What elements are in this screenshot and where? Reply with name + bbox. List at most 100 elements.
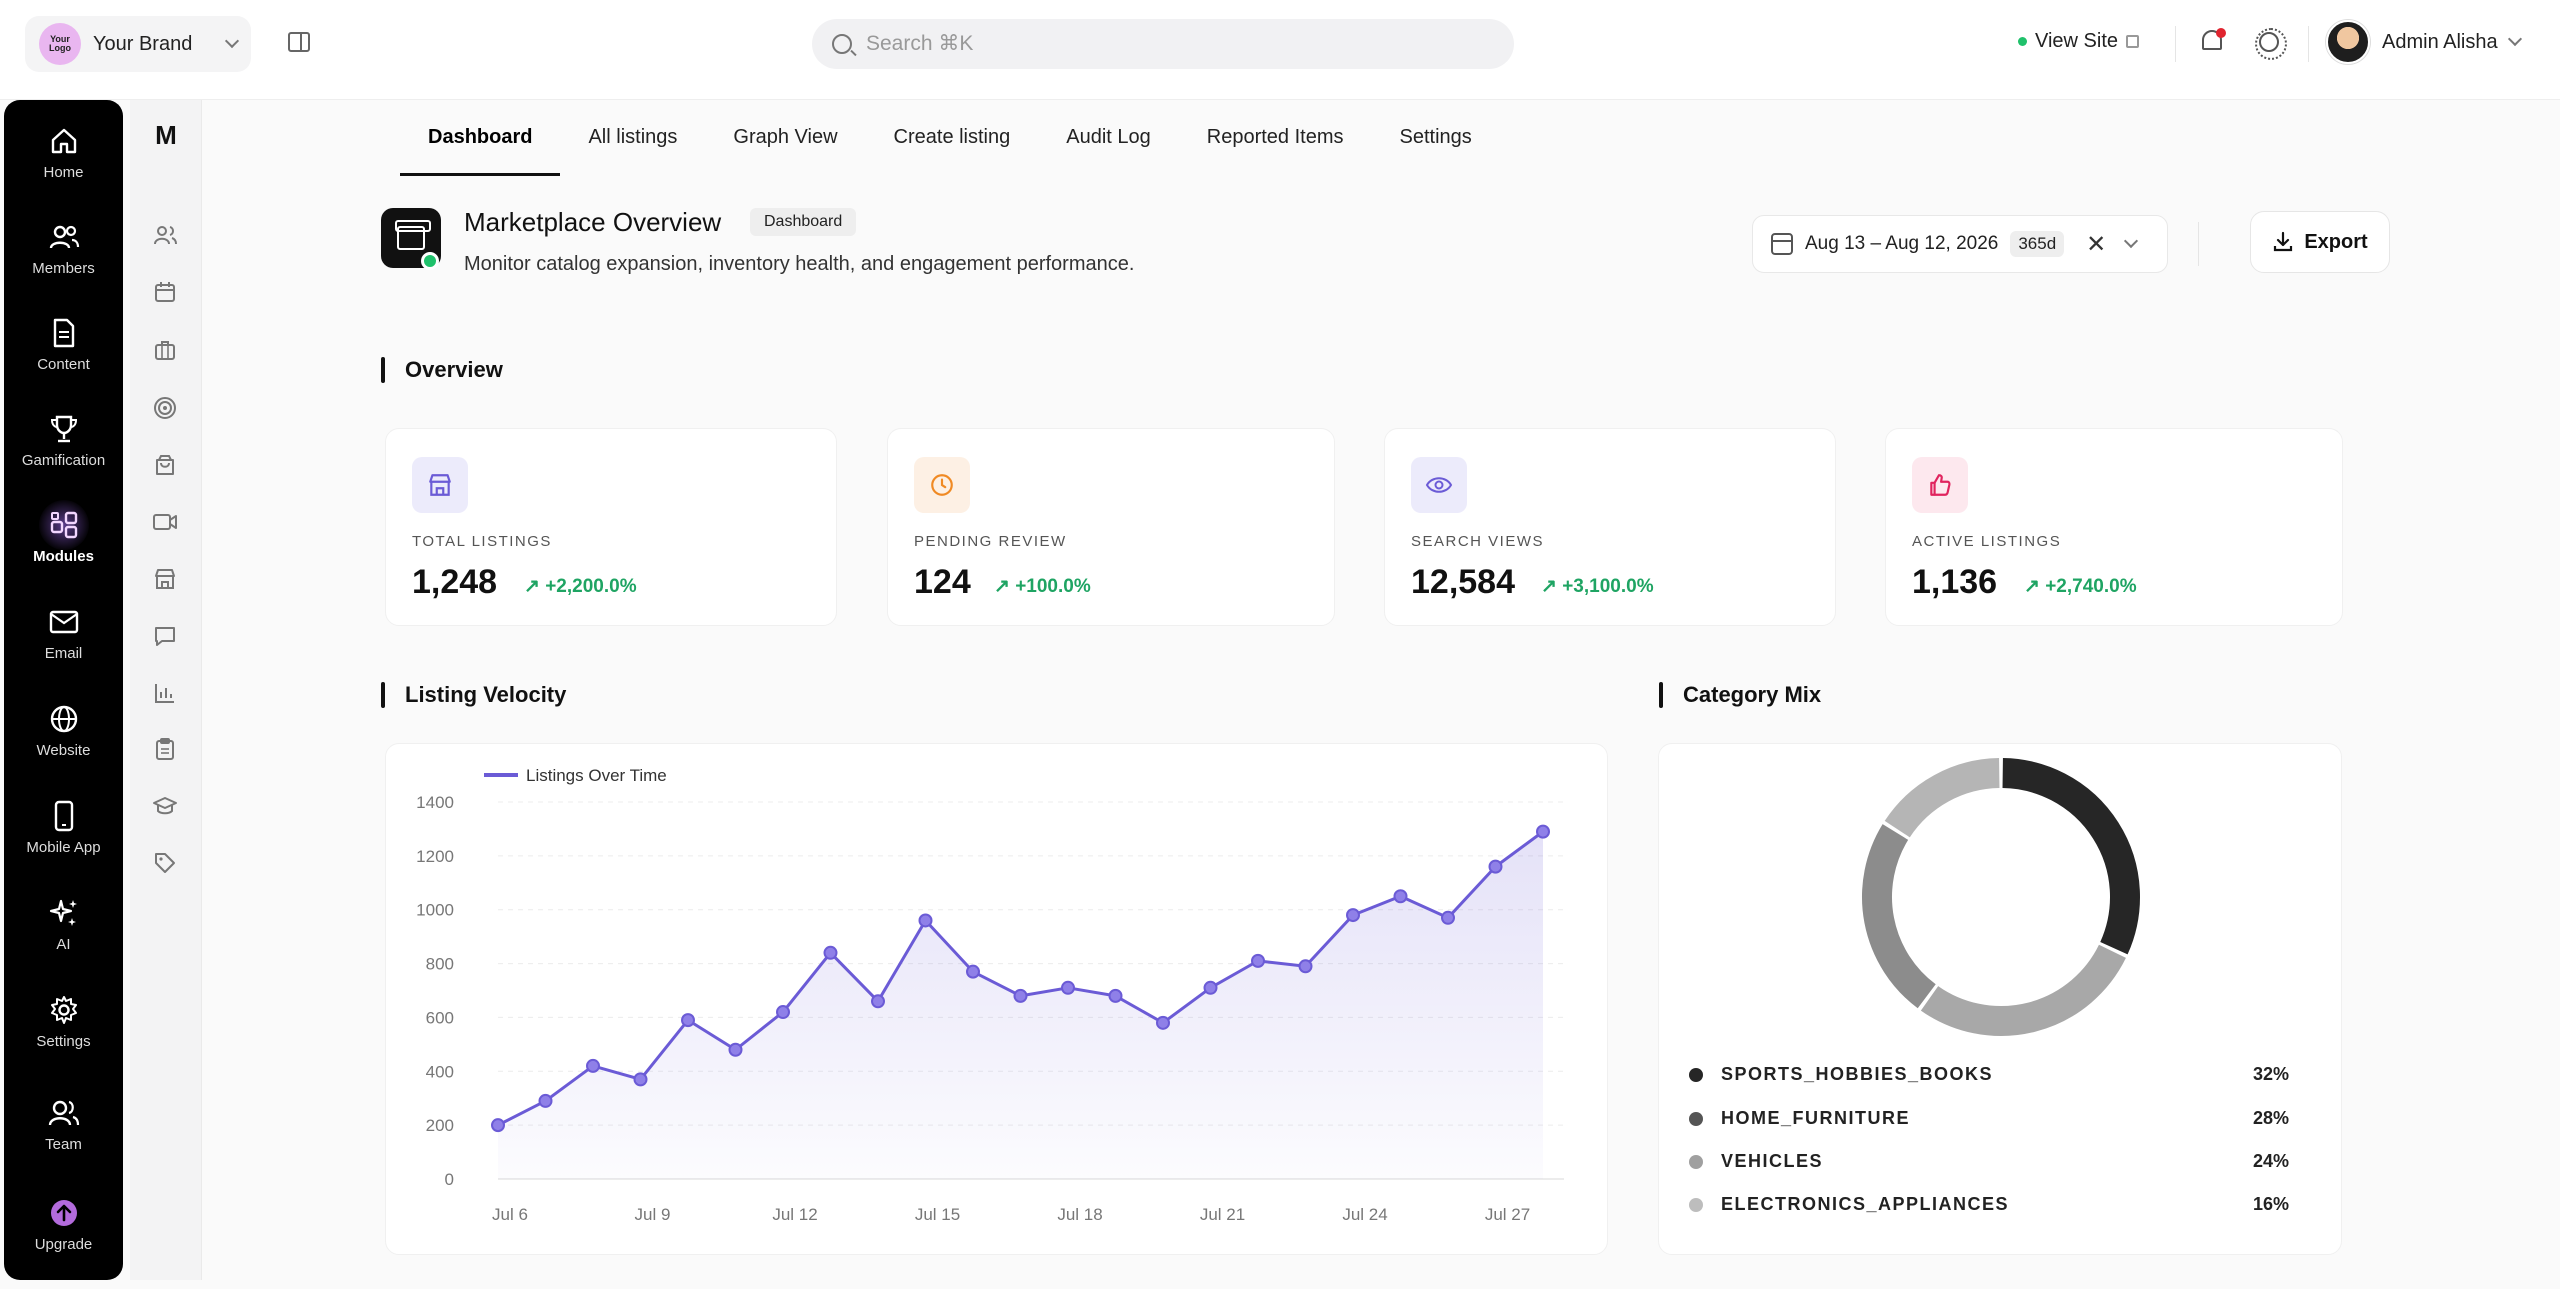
bar-chart-icon[interactable] xyxy=(152,680,178,706)
chevron-down-icon xyxy=(224,33,240,49)
donut-slice[interactable] xyxy=(2002,758,2140,955)
data-point[interactable] xyxy=(1488,859,1503,874)
target-icon[interactable] xyxy=(152,395,178,421)
legend-label: VEHICLES xyxy=(1721,1151,1824,1171)
store-icon xyxy=(412,457,468,513)
tab-settings[interactable]: Settings xyxy=(1399,126,1472,148)
divider xyxy=(2308,26,2309,62)
search-bar[interactable] xyxy=(812,19,1514,69)
stat-label: PENDING REVIEW xyxy=(914,533,1067,550)
data-point[interactable] xyxy=(681,1013,695,1028)
data-point[interactable] xyxy=(871,994,885,1009)
sidebar-item-settings[interactable]: Settings xyxy=(4,993,123,1050)
y-tick-label: 1400 xyxy=(416,793,454,812)
phone-icon xyxy=(47,799,81,833)
sidebar-item-upgrade[interactable]: Upgrade xyxy=(4,1196,123,1253)
data-point[interactable] xyxy=(538,1093,553,1108)
date-range-picker[interactable]: Aug 13 – Aug 12, 2026 365d ✕ xyxy=(1752,215,2168,273)
divider xyxy=(2175,26,2176,62)
clipboard-icon[interactable] xyxy=(152,736,178,762)
user-menu[interactable]: Admin Alisha xyxy=(2326,20,2522,64)
tab-graph-view[interactable]: Graph View xyxy=(733,126,838,148)
legend-label: ELECTRONICS_APPLIANCES xyxy=(1721,1194,2010,1214)
sidebar-item-modules[interactable]: Modules xyxy=(4,500,123,565)
x-tick-label: Jul 12 xyxy=(772,1205,817,1224)
data-point[interactable] xyxy=(823,945,838,960)
sidebar-item-content[interactable]: Content xyxy=(4,316,123,373)
data-point[interactable] xyxy=(491,1118,505,1133)
data-point[interactable] xyxy=(1108,988,1123,1003)
tab-create-listing[interactable]: Create listing xyxy=(893,126,1011,148)
sidebar-item-members[interactable]: Members xyxy=(4,220,123,277)
video-icon[interactable] xyxy=(152,509,178,535)
sidebar-toggle-icon[interactable] xyxy=(288,32,310,52)
donut-slice[interactable] xyxy=(1862,824,1937,1009)
data-point[interactable] xyxy=(1441,910,1455,925)
module-rail: M xyxy=(130,100,202,1280)
section-overview: Overview xyxy=(381,357,503,383)
data-point[interactable] xyxy=(966,964,980,979)
stat-delta-value: +2,740.0% xyxy=(2045,576,2137,597)
search-input[interactable] xyxy=(866,32,1466,56)
bag-icon[interactable] xyxy=(152,452,178,478)
legend-swatch xyxy=(1689,1154,1703,1169)
stat-delta: ↗ +2,740.0% xyxy=(2024,575,2137,598)
y-tick-label: 200 xyxy=(426,1116,454,1135)
data-point[interactable] xyxy=(1393,889,1408,904)
trophy-icon xyxy=(47,412,81,446)
sidebar-item-website[interactable]: Website xyxy=(4,702,123,759)
data-point[interactable] xyxy=(1203,980,1218,995)
view-site-label: View Site xyxy=(2035,30,2119,52)
view-site-link[interactable]: View Site xyxy=(2018,30,2140,53)
export-button[interactable]: Export xyxy=(2250,211,2390,273)
data-point[interactable] xyxy=(1061,980,1075,995)
data-point[interactable] xyxy=(1013,988,1028,1003)
data-point[interactable] xyxy=(776,1005,790,1020)
calendar-icon[interactable] xyxy=(152,279,178,305)
stat-delta: ↗ +3,100.0% xyxy=(1541,575,1654,598)
donut-chart xyxy=(1862,758,2140,1036)
graduation-icon[interactable] xyxy=(152,793,178,819)
brand-logo: Your Logo xyxy=(39,23,81,65)
sidebar-item-ai[interactable]: AI xyxy=(4,896,123,953)
data-point[interactable] xyxy=(633,1072,648,1087)
trend-up-icon: ↗ xyxy=(524,576,546,597)
briefcase-icon[interactable] xyxy=(152,337,178,363)
x-tick-label: Jul 9 xyxy=(635,1205,671,1224)
top-bar: Your Logo Your Brand View Site Admin Ali… xyxy=(0,0,2560,100)
tab-reported-items[interactable]: Reported Items xyxy=(1206,126,1344,148)
data-point[interactable] xyxy=(1251,953,1265,968)
stat-delta: ↗ +2,200.0% xyxy=(524,575,637,598)
tag-icon[interactable] xyxy=(152,850,178,876)
data-point[interactable] xyxy=(1346,908,1360,923)
data-point[interactable] xyxy=(1298,959,1313,974)
download-icon xyxy=(2274,231,2293,252)
tab-all-listings[interactable]: All listings xyxy=(588,126,678,148)
donut-slice[interactable] xyxy=(1884,758,2000,838)
chevron-down-icon[interactable] xyxy=(2124,233,2139,249)
sidebar-item-mobile-app[interactable]: Mobile App xyxy=(4,799,123,856)
brand-switcher[interactable]: Your Logo Your Brand xyxy=(25,16,251,72)
donut-slice[interactable] xyxy=(1920,944,2126,1036)
days-badge: 365d xyxy=(2010,231,2065,257)
sidebar-item-email[interactable]: Email xyxy=(4,605,123,662)
sidebar-item-gamification[interactable]: Gamification xyxy=(4,412,123,469)
data-point[interactable] xyxy=(918,913,933,928)
store-icon[interactable] xyxy=(152,566,178,592)
data-point[interactable] xyxy=(1156,1015,1170,1030)
page-subtitle: Monitor catalog expansion, inventory hea… xyxy=(464,253,1135,275)
data-point[interactable] xyxy=(728,1042,743,1057)
clear-icon[interactable]: ✕ xyxy=(2086,230,2107,258)
sidebar-item-team[interactable]: Team xyxy=(4,1096,123,1153)
stat-value: 124 xyxy=(914,563,971,601)
tab-dashboard[interactable]: Dashboard xyxy=(400,100,561,176)
sidebar-item-home[interactable]: Home xyxy=(4,124,123,181)
users-icon[interactable] xyxy=(152,222,178,248)
donut-chart-card: SPORTS_HOBBIES_BOOKS 32% HOME_FURNITURE … xyxy=(1658,743,2342,1255)
chat-icon[interactable] xyxy=(152,623,178,649)
tab-audit-log[interactable]: Audit Log xyxy=(1066,126,1151,148)
data-point[interactable] xyxy=(586,1058,600,1073)
data-point[interactable] xyxy=(1536,824,1550,839)
notification-bell-icon[interactable] xyxy=(2200,28,2226,56)
theme-toggle-icon[interactable] xyxy=(2255,28,2287,60)
